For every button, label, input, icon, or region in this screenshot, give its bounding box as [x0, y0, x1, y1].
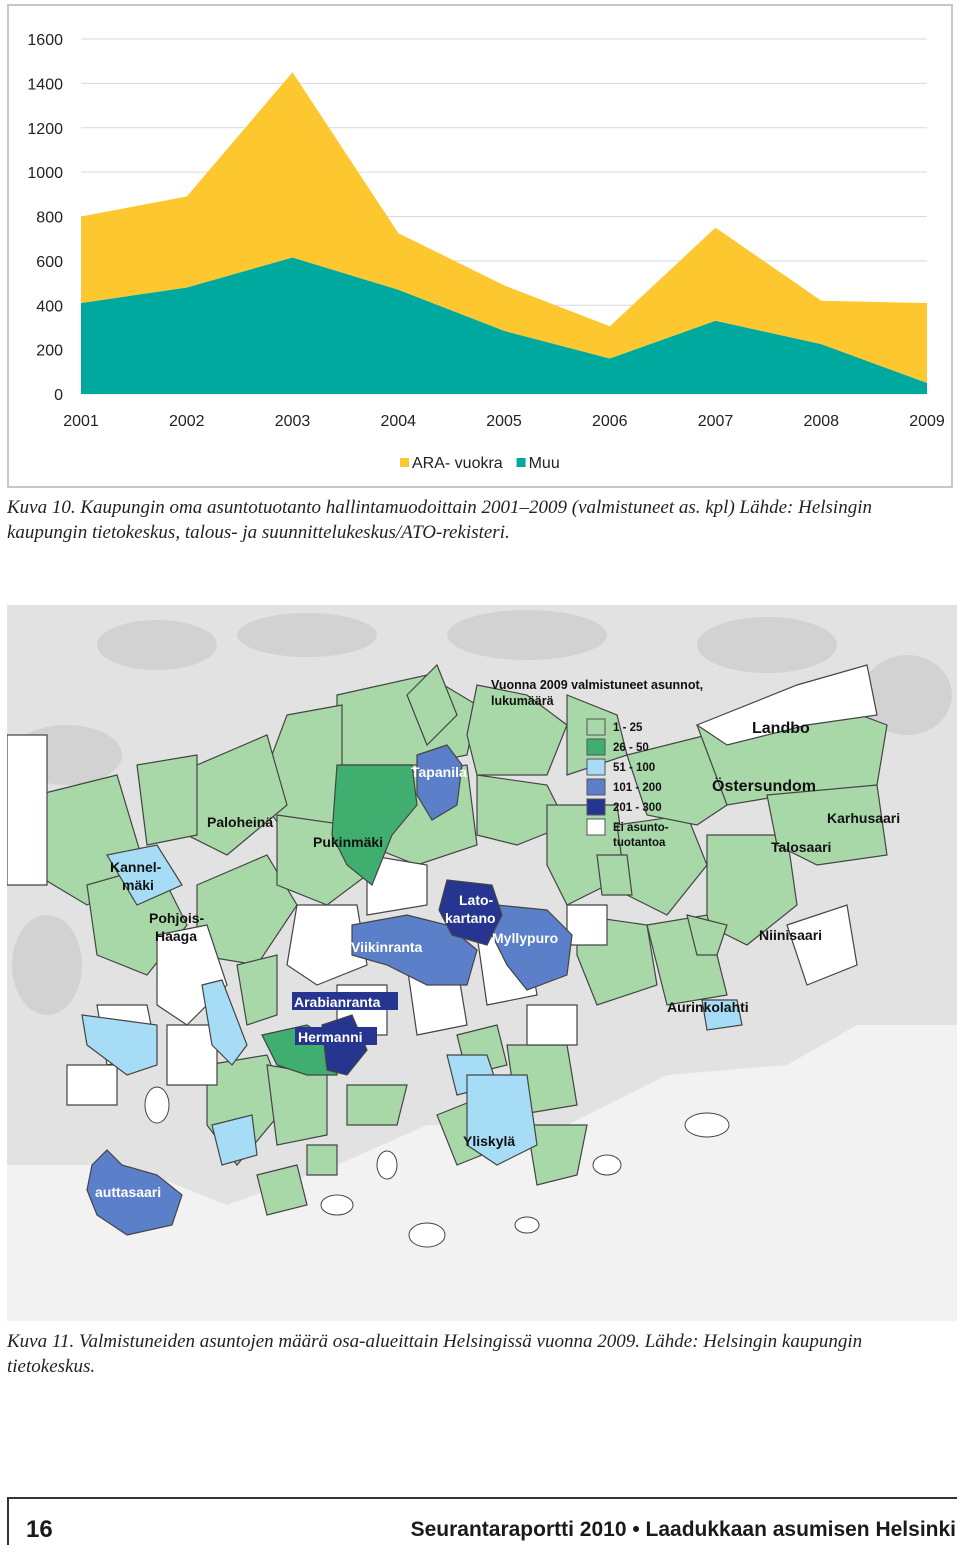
x-tick-label: 2004 — [380, 413, 416, 430]
chart-frame: 0 200 400 600 800 1000 1200 1400 1600 2001 2002 200… — [7, 4, 953, 488]
footer-rule — [7, 1497, 957, 1499]
map-legend-label: 201 - 300 — [613, 802, 662, 814]
figure-11-caption: Kuva 11. Valmistuneiden asuntojen määrä … — [7, 1331, 863, 1377]
label-niinisaari: Niinisaari — [759, 927, 822, 943]
legend-label: ARA- vuokra — [412, 455, 503, 472]
legend-title-line1: Vuonna 2009 valmistuneet asunnot, — [491, 678, 703, 692]
label-ostersundom: Östersundom — [712, 776, 816, 795]
label-myllypuro: Myllypuro — [492, 930, 558, 946]
label-karhusaari: Karhusaari — [827, 810, 900, 826]
label-talosaari: Talosaari — [771, 839, 831, 855]
map-legend-label: 51 - 100 — [613, 762, 655, 774]
map-legend-swatch — [586, 718, 606, 736]
footer-tick — [7, 1497, 9, 1545]
map-legend-label: 26 - 50 — [613, 742, 649, 754]
legend-swatch — [516, 458, 526, 467]
x-tick-label: 2009 — [909, 413, 945, 430]
place-labels: Landbo Östersundom Karhusaari Talosaari … — [95, 720, 900, 1200]
y-tick-label: 400 — [36, 298, 63, 315]
y-tick-label: 1000 — [27, 165, 63, 182]
y-tick-label: 1600 — [27, 32, 63, 49]
legend-title-line2: lukumäärä — [491, 694, 554, 708]
legend-label: Muu — [529, 455, 560, 472]
district-map: Vuonna 2009 valmistuneet asunnot, lukumä… — [7, 605, 957, 1321]
label-kannelmaki-1: Kannel- — [110, 859, 162, 875]
x-tick-label: 2007 — [698, 413, 734, 430]
y-tick-label: 1400 — [27, 76, 63, 93]
label-tapanila: Tapanila — [411, 764, 467, 780]
label-pukinmaki: Pukinmäki — [313, 834, 383, 850]
page-number: 16 — [26, 1516, 53, 1543]
districts — [7, 663, 888, 1236]
x-tick-label: 2005 — [486, 413, 522, 430]
label-arabianranta: Arabianranta — [294, 994, 381, 1010]
label-latokartano-1: Lato- — [459, 892, 494, 908]
label-aurinkolahti: Aurinkolahti — [667, 999, 749, 1015]
area-series-aravuokra — [81, 72, 927, 383]
map-legend-label: tuotantoa — [613, 837, 666, 849]
x-tick-label: 2006 — [592, 413, 628, 430]
label-viikinranta: Viikinranta — [351, 939, 423, 955]
map-legend-swatch — [586, 818, 606, 836]
label-hermanni: Hermanni — [298, 1029, 363, 1045]
label-lauttasaari: auttasaari — [95, 1184, 161, 1200]
label-landbo: Landbo — [752, 720, 810, 737]
sea-area — [7, 1025, 957, 1321]
map-legend-label: 1 - 25 — [613, 722, 643, 734]
y-tick-label: 200 — [36, 343, 63, 360]
map-legend-swatch — [586, 778, 606, 796]
figure-10-caption: Kuva 10. Kaupungin oma asuntotuotanto ha… — [7, 497, 872, 543]
label-pohjois-haaga-1: Pohjois- — [149, 910, 205, 926]
x-tick-label: 2008 — [803, 413, 839, 430]
districts-51-100 — [81, 844, 743, 1166]
islands — [144, 1086, 730, 1248]
districts-1-25 — [36, 663, 888, 1216]
map-legend-swatch — [586, 758, 606, 776]
map-legend-label: Ei asunto- — [613, 822, 669, 834]
map-svg: Vuonna 2009 valmistuneet asunnot, lukumä… — [7, 605, 957, 1321]
map-legend: Vuonna 2009 valmistuneet asunnot, lukumä… — [491, 678, 703, 849]
y-tick-label: 0 — [54, 387, 63, 404]
label-latokartano-2: kartano — [445, 910, 496, 926]
label-yliskyla: Yliskylä — [463, 1133, 515, 1149]
map-legend-swatch — [586, 738, 606, 756]
districts-101-200 — [86, 744, 573, 1236]
running-title: Seurantaraportti 2010 • Laadukkaan asumi… — [410, 1518, 956, 1541]
x-tick-label: 2002 — [169, 413, 205, 430]
label-paloheina: Paloheinä — [207, 814, 273, 830]
map-legend-label: 101 - 200 — [613, 782, 662, 794]
label-kannelmaki-2: mäki — [122, 877, 154, 893]
label-pohjois-haaga-2: Haaga — [155, 928, 197, 944]
y-tick-label: 800 — [36, 210, 63, 227]
y-tick-label: 1200 — [27, 121, 63, 138]
area-series-muu — [81, 257, 927, 394]
y-tick-label: 600 — [36, 254, 63, 271]
x-tick-label: 2001 — [63, 413, 99, 430]
x-tick-label: 2003 — [275, 413, 311, 430]
legend-swatch — [400, 458, 409, 467]
map-legend-swatch — [586, 798, 606, 816]
area-chart: 0 200 400 600 800 1000 1200 1400 1600 2001 2002 200… — [27, 32, 945, 472]
